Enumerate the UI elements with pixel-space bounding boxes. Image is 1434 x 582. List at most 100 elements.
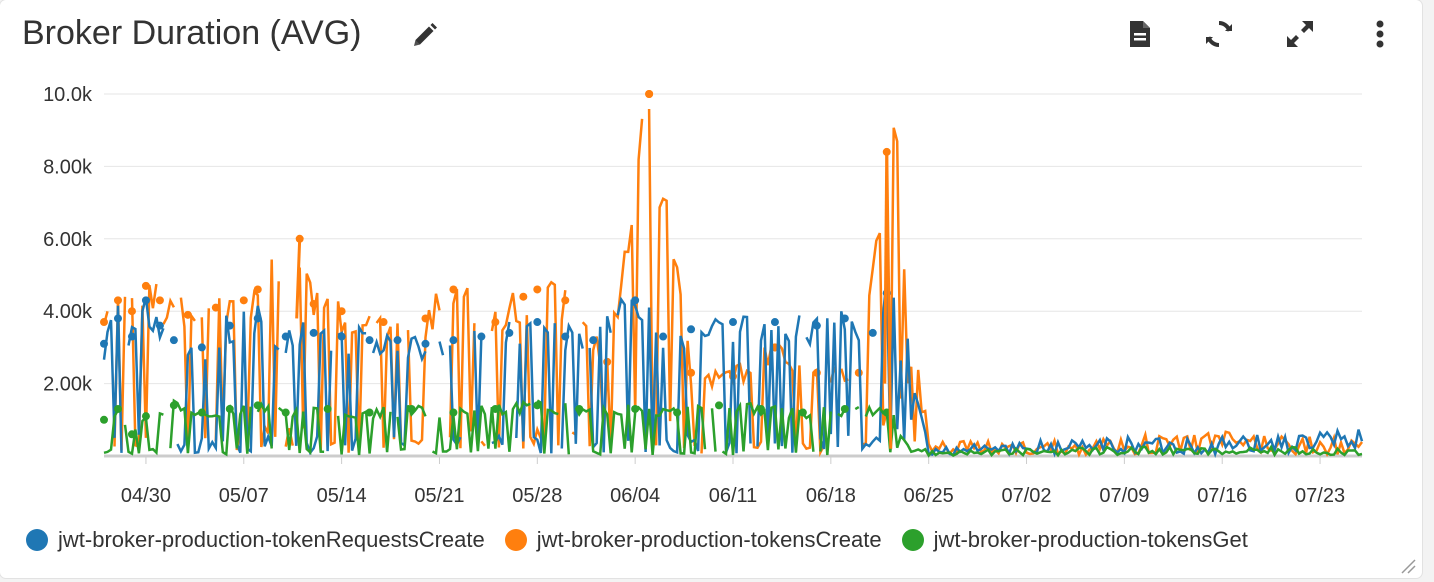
data-point — [141, 412, 150, 421]
data-point — [659, 332, 668, 341]
legend-swatch-orange — [504, 529, 527, 551]
data-point — [127, 307, 136, 316]
data-point — [127, 332, 136, 341]
data-point — [519, 292, 528, 301]
data-point — [561, 296, 570, 305]
x-tick-label: 06/11 — [709, 485, 758, 507]
data-point — [281, 408, 290, 417]
x-tick-label: 06/18 — [806, 485, 856, 507]
data-point — [155, 296, 164, 305]
more-vertical-icon[interactable] — [1362, 16, 1398, 52]
data-point — [309, 299, 318, 308]
data-point — [449, 408, 458, 417]
data-point — [113, 296, 122, 305]
data-point — [253, 285, 262, 294]
data-point — [393, 336, 402, 345]
y-tick-label: 6.00k — [43, 229, 93, 251]
legend-item-tokensGet[interactable]: jwt-broker-production-tokensGet — [901, 527, 1248, 553]
widget-title: Broker Duration (AVG) — [22, 14, 362, 52]
data-point — [155, 321, 164, 330]
data-point — [756, 404, 765, 413]
data-point — [631, 296, 640, 305]
legend-label: jwt-broker-production-tokenRequestsCreat… — [58, 527, 485, 552]
data-point — [337, 332, 346, 341]
resize-handle-icon[interactable] — [1398, 556, 1416, 574]
legend-label: jwt-broker-production-tokensGet — [933, 527, 1248, 552]
data-point — [141, 281, 150, 290]
y-tick-label: 2.00k — [43, 374, 93, 396]
x-tick-label: 05/07 — [219, 485, 269, 507]
data-point — [197, 408, 206, 417]
data-point — [113, 314, 122, 323]
data-point — [491, 404, 500, 413]
data-point — [323, 404, 332, 413]
peak-line — [295, 238, 302, 319]
data-point — [421, 314, 430, 323]
data-point — [449, 285, 458, 294]
legend-item-tokenRequestsCreate[interactable]: jwt-broker-production-tokenRequestsCreat… — [26, 527, 485, 553]
data-point — [840, 404, 849, 413]
data-point — [533, 318, 542, 327]
data-point — [631, 404, 640, 413]
data-point — [183, 310, 192, 319]
x-tick-label: 07/09 — [1099, 485, 1149, 507]
legend-item-tokensCreate[interactable]: jwt-broker-production-tokensCreate — [504, 527, 882, 553]
data-point — [127, 430, 136, 439]
legend-swatch-blue — [26, 529, 48, 551]
legend-label: jwt-broker-production-tokensCreate — [536, 527, 882, 552]
data-point — [589, 336, 598, 345]
data-point — [239, 296, 248, 305]
data-point — [100, 339, 108, 348]
x-tick-label: 06/04 — [610, 485, 660, 507]
document-icon[interactable] — [1122, 16, 1158, 52]
line-chart: 2.00k 4.00k 6.00k 8.00k 10.0k 04/30 05/07 05/14… — [43, 84, 1364, 507]
data-point — [141, 296, 150, 305]
pencil-icon[interactable] — [410, 22, 438, 50]
chart-legend: jwt-broker-production-tokenRequestsCreat… — [26, 524, 1268, 556]
data-point — [715, 401, 724, 410]
data-point — [169, 336, 178, 345]
data-point — [225, 404, 234, 413]
x-tick-label: 07/16 — [1197, 485, 1247, 507]
data-point — [533, 401, 542, 410]
data-point — [169, 401, 178, 410]
data-point — [113, 404, 122, 413]
series-line — [102, 108, 1364, 458]
x-tick-label: 05/14 — [317, 485, 367, 507]
data-point — [421, 339, 430, 348]
data-point — [211, 303, 220, 312]
y-tick-label: 4.00k — [43, 301, 93, 323]
data-point — [687, 325, 696, 334]
data-point — [365, 336, 374, 345]
data-point — [225, 321, 234, 330]
data-point — [729, 318, 737, 327]
data-point — [407, 404, 416, 413]
x-tick-label: 07/23 — [1295, 485, 1345, 507]
expand-icon[interactable] — [1282, 16, 1318, 52]
data-point — [309, 328, 318, 337]
legend-swatch-green — [901, 529, 924, 551]
data-point — [477, 332, 486, 341]
data-point — [281, 332, 290, 341]
y-tick-label: 10.0k — [43, 84, 93, 106]
data-point — [505, 328, 514, 337]
data-point — [253, 314, 262, 323]
x-tick-label: 05/21 — [414, 485, 464, 507]
data-point — [561, 332, 570, 341]
refresh-icon[interactable] — [1201, 16, 1237, 52]
outlier-point — [645, 90, 654, 98]
data-point — [673, 408, 682, 417]
data-point — [449, 336, 458, 345]
data-point — [491, 318, 500, 327]
data-point — [365, 408, 374, 417]
data-point — [868, 328, 877, 337]
data-point — [575, 404, 584, 413]
data-point — [812, 321, 821, 330]
data-point — [100, 415, 108, 424]
data-point — [197, 343, 206, 352]
x-tick-label: 06/25 — [904, 485, 954, 507]
data-point — [253, 401, 262, 410]
data-point — [337, 307, 346, 316]
data-point — [840, 314, 849, 323]
